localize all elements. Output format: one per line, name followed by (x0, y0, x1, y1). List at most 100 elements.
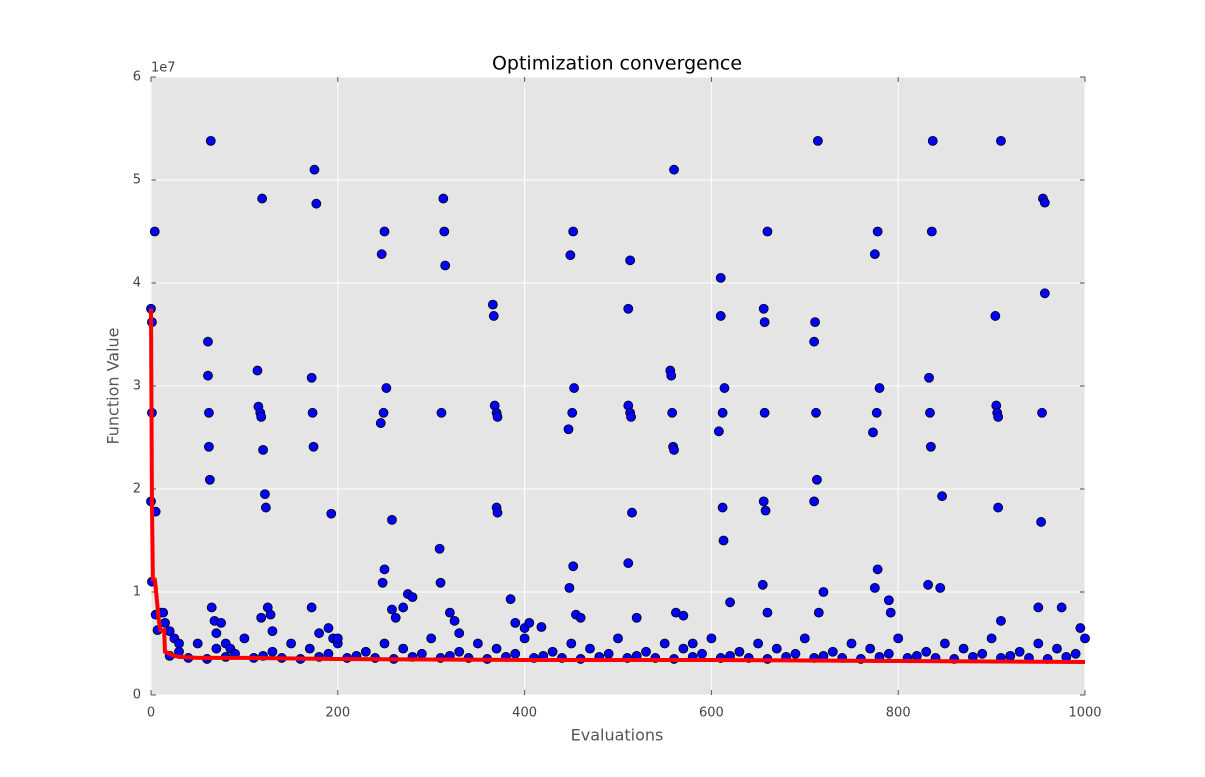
point (568, 226, 579, 237)
point (204, 474, 215, 485)
point (1033, 638, 1044, 649)
point (360, 646, 371, 657)
point (811, 407, 821, 418)
point (566, 638, 577, 649)
point (444, 607, 455, 618)
point (924, 372, 934, 383)
point (659, 638, 670, 649)
x-axis-label: Evaluations (571, 726, 664, 745)
point (925, 441, 936, 452)
point (436, 407, 447, 418)
point (426, 633, 437, 644)
x-tick-label: 400 (512, 706, 537, 721)
point (865, 643, 876, 654)
point (757, 579, 768, 590)
point (667, 407, 678, 418)
point (718, 535, 729, 546)
point (758, 496, 769, 507)
point (977, 648, 988, 659)
point (211, 643, 222, 654)
point (563, 424, 574, 435)
point (260, 502, 271, 513)
point (1037, 407, 1047, 418)
point (1075, 623, 1086, 633)
point (697, 648, 707, 659)
point (398, 602, 409, 613)
point (762, 607, 773, 618)
point (1080, 633, 1090, 644)
point (623, 558, 634, 569)
point (211, 628, 222, 639)
point (524, 618, 535, 628)
y-tick-label: 2 (133, 482, 141, 497)
point (314, 628, 325, 639)
point (715, 272, 726, 283)
point (678, 610, 689, 621)
point (883, 648, 894, 659)
point (927, 135, 938, 146)
point (958, 643, 969, 654)
point (387, 604, 397, 615)
best-line (149, 308, 1086, 665)
point (416, 648, 427, 659)
point (717, 407, 728, 418)
point (771, 643, 782, 654)
point (1056, 602, 1067, 613)
point (753, 638, 763, 649)
point (868, 427, 878, 438)
point (454, 628, 465, 639)
point (627, 507, 637, 518)
point (1052, 643, 1062, 654)
point (631, 612, 642, 623)
point (267, 646, 278, 657)
point (759, 407, 770, 418)
point (216, 618, 226, 628)
point (687, 638, 698, 649)
point (258, 444, 268, 455)
point (996, 615, 1006, 626)
point (940, 638, 950, 649)
point (759, 317, 770, 328)
point (613, 633, 623, 644)
point (492, 411, 503, 422)
point (439, 226, 450, 237)
point (398, 643, 409, 654)
point (993, 411, 1004, 422)
point (993, 502, 1004, 513)
point (568, 561, 579, 572)
point (923, 579, 933, 590)
point (623, 303, 634, 314)
point (309, 164, 320, 175)
point (379, 638, 390, 649)
point (893, 633, 904, 644)
point (725, 597, 735, 608)
point (265, 609, 276, 620)
point (883, 595, 894, 606)
point (375, 418, 386, 428)
point (256, 612, 267, 623)
point (306, 372, 317, 383)
point (205, 135, 216, 146)
point (1005, 650, 1016, 661)
chart-title: Optimization convergence (492, 53, 742, 75)
point (575, 612, 586, 623)
point (510, 648, 521, 659)
point (813, 607, 824, 618)
point (603, 648, 614, 659)
point (204, 441, 214, 452)
point (378, 407, 389, 418)
point (719, 383, 730, 393)
point (585, 643, 595, 654)
point (267, 626, 278, 637)
point (203, 336, 213, 347)
point (713, 426, 724, 437)
point (192, 638, 203, 649)
point (203, 370, 213, 381)
point (567, 407, 578, 418)
point (440, 260, 451, 271)
point (812, 474, 822, 485)
point (379, 564, 390, 575)
point (935, 582, 946, 593)
point (311, 198, 322, 209)
